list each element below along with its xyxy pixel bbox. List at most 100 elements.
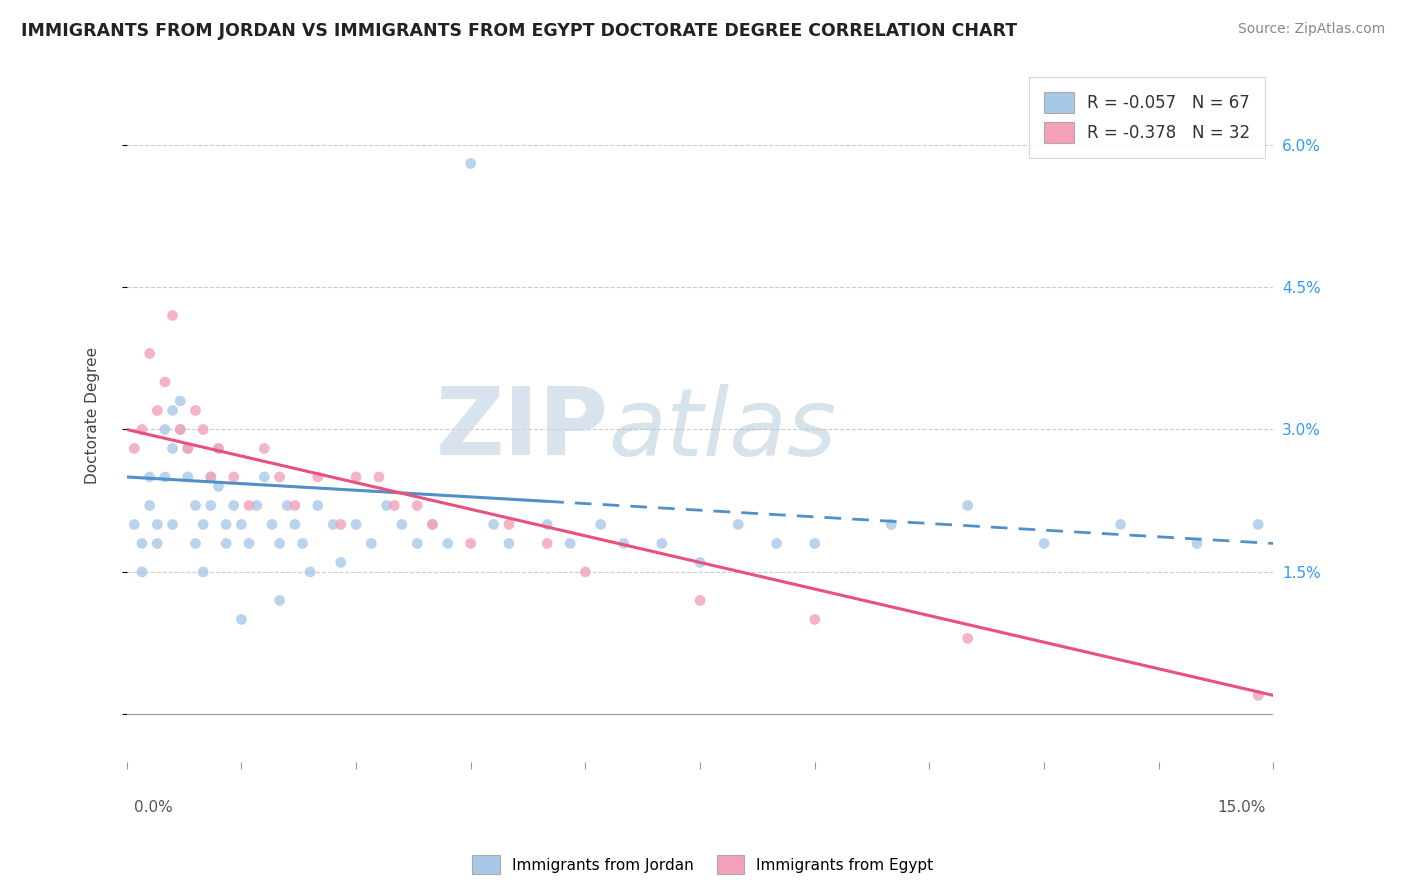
Point bbox=[329, 556, 352, 570]
Point bbox=[207, 479, 229, 493]
Point bbox=[291, 536, 314, 550]
Point bbox=[482, 517, 505, 532]
Point bbox=[269, 470, 291, 484]
Point bbox=[146, 403, 169, 417]
Point bbox=[880, 517, 903, 532]
Point bbox=[169, 422, 191, 436]
Point bbox=[184, 499, 207, 513]
Point bbox=[131, 422, 153, 436]
Point bbox=[307, 470, 329, 484]
Point bbox=[238, 536, 260, 550]
Point bbox=[689, 593, 711, 607]
Point bbox=[406, 536, 429, 550]
Point bbox=[1109, 517, 1132, 532]
Point bbox=[215, 517, 238, 532]
Point bbox=[1185, 536, 1208, 550]
Point bbox=[498, 536, 520, 550]
Point bbox=[177, 470, 200, 484]
Point bbox=[1247, 689, 1270, 703]
Point bbox=[558, 536, 581, 550]
Point bbox=[215, 536, 238, 550]
Point bbox=[589, 517, 612, 532]
Point bbox=[269, 593, 291, 607]
Point bbox=[344, 517, 367, 532]
Point bbox=[284, 517, 307, 532]
Text: IMMIGRANTS FROM JORDAN VS IMMIGRANTS FROM EGYPT DOCTORATE DEGREE CORRELATION CHA: IMMIGRANTS FROM JORDAN VS IMMIGRANTS FRO… bbox=[21, 22, 1017, 40]
Point bbox=[1247, 517, 1270, 532]
Point bbox=[391, 517, 413, 532]
Point bbox=[177, 442, 200, 456]
Point bbox=[689, 556, 711, 570]
Point bbox=[153, 375, 176, 389]
Point bbox=[460, 156, 482, 170]
Point bbox=[191, 517, 214, 532]
Point bbox=[162, 309, 184, 323]
Text: 15.0%: 15.0% bbox=[1218, 800, 1265, 815]
Point bbox=[138, 499, 160, 513]
Point bbox=[284, 499, 307, 513]
Point bbox=[200, 470, 222, 484]
Point bbox=[162, 517, 184, 532]
Point bbox=[184, 536, 207, 550]
Point bbox=[422, 517, 444, 532]
Point bbox=[124, 517, 146, 532]
Point bbox=[231, 517, 253, 532]
Point bbox=[162, 442, 184, 456]
Point bbox=[727, 517, 749, 532]
Text: atlas: atlas bbox=[609, 384, 837, 475]
Point bbox=[1033, 536, 1056, 550]
Legend: R = -0.057   N = 67, R = -0.378   N = 32: R = -0.057 N = 67, R = -0.378 N = 32 bbox=[1029, 77, 1265, 158]
Point bbox=[375, 499, 398, 513]
Point bbox=[368, 470, 391, 484]
Point bbox=[146, 517, 169, 532]
Text: ZIP: ZIP bbox=[436, 383, 609, 475]
Point bbox=[138, 470, 160, 484]
Point bbox=[207, 442, 229, 456]
Text: Source: ZipAtlas.com: Source: ZipAtlas.com bbox=[1237, 22, 1385, 37]
Point bbox=[153, 470, 176, 484]
Point bbox=[498, 517, 520, 532]
Point bbox=[146, 536, 169, 550]
Point bbox=[222, 470, 245, 484]
Point bbox=[260, 517, 283, 532]
Point bbox=[253, 470, 276, 484]
Point bbox=[344, 470, 367, 484]
Y-axis label: Doctorate Degree: Doctorate Degree bbox=[86, 347, 100, 483]
Legend: Immigrants from Jordan, Immigrants from Egypt: Immigrants from Jordan, Immigrants from … bbox=[467, 849, 939, 880]
Point bbox=[131, 536, 153, 550]
Point bbox=[269, 536, 291, 550]
Point bbox=[153, 422, 176, 436]
Point bbox=[169, 422, 191, 436]
Point bbox=[184, 403, 207, 417]
Point bbox=[162, 403, 184, 417]
Point bbox=[238, 499, 260, 513]
Point bbox=[307, 499, 329, 513]
Point bbox=[222, 499, 245, 513]
Point bbox=[131, 565, 153, 579]
Point bbox=[191, 422, 214, 436]
Point bbox=[574, 565, 596, 579]
Point bbox=[299, 565, 322, 579]
Point bbox=[436, 536, 458, 550]
Point bbox=[138, 346, 160, 360]
Point bbox=[803, 536, 825, 550]
Point bbox=[422, 517, 444, 532]
Point bbox=[536, 536, 558, 550]
Point bbox=[360, 536, 382, 550]
Point bbox=[191, 565, 214, 579]
Point bbox=[124, 442, 146, 456]
Point bbox=[382, 499, 405, 513]
Text: 0.0%: 0.0% bbox=[135, 800, 173, 815]
Point bbox=[406, 499, 429, 513]
Point bbox=[765, 536, 787, 550]
Point bbox=[651, 536, 673, 550]
Point bbox=[246, 499, 269, 513]
Point bbox=[200, 470, 222, 484]
Point bbox=[956, 632, 979, 646]
Point bbox=[322, 517, 344, 532]
Point bbox=[231, 612, 253, 626]
Point bbox=[613, 536, 636, 550]
Point bbox=[956, 499, 979, 513]
Point bbox=[329, 517, 352, 532]
Point bbox=[169, 394, 191, 409]
